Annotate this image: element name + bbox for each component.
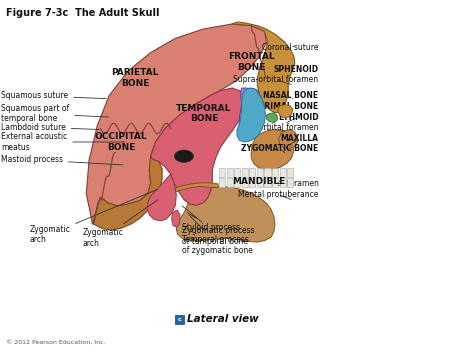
Polygon shape <box>231 22 295 113</box>
Text: Squamous suture: Squamous suture <box>1 91 106 100</box>
Text: PARIETAL
BONE: PARIETAL BONE <box>111 69 159 88</box>
Text: OCCIPITAL
BONE: OCCIPITAL BONE <box>94 132 147 152</box>
Polygon shape <box>278 105 293 118</box>
Text: c: c <box>178 317 182 322</box>
Polygon shape <box>219 168 225 177</box>
Text: Lambdoid suture: Lambdoid suture <box>1 122 99 132</box>
Polygon shape <box>272 178 278 187</box>
Text: NASAL BONE: NASAL BONE <box>264 91 319 100</box>
Polygon shape <box>219 178 225 187</box>
FancyBboxPatch shape <box>175 315 184 323</box>
Polygon shape <box>172 210 180 227</box>
Text: Coronal suture: Coronal suture <box>262 43 319 53</box>
Polygon shape <box>227 168 233 177</box>
Text: Mastoid process: Mastoid process <box>1 155 123 165</box>
Polygon shape <box>227 178 233 187</box>
Text: Figure 7-3c  The Adult Skull: Figure 7-3c The Adult Skull <box>6 8 159 18</box>
Polygon shape <box>272 168 278 177</box>
Text: Temporal process
of zygomatic bone: Temporal process of zygomatic bone <box>182 215 254 255</box>
Text: Lateral view: Lateral view <box>187 315 259 324</box>
Polygon shape <box>287 178 293 187</box>
Text: Mental foramen: Mental foramen <box>258 179 319 189</box>
Polygon shape <box>264 178 271 187</box>
Text: TEMPORAL
BONE: TEMPORAL BONE <box>176 104 231 123</box>
Polygon shape <box>257 168 263 177</box>
Polygon shape <box>92 156 162 230</box>
Polygon shape <box>266 113 277 122</box>
Text: Zygomatic
arch: Zygomatic arch <box>29 189 158 244</box>
Text: Squamous part of
temporal bone: Squamous part of temporal bone <box>1 104 109 123</box>
Text: Mental protuberance: Mental protuberance <box>238 190 319 200</box>
Text: © 2012 Pearson Education, Inc.: © 2012 Pearson Education, Inc. <box>6 340 105 345</box>
Polygon shape <box>280 178 286 187</box>
Polygon shape <box>242 168 248 177</box>
Polygon shape <box>264 168 271 177</box>
Polygon shape <box>251 130 294 170</box>
Polygon shape <box>249 168 255 177</box>
Text: Supra-orbital foramen: Supra-orbital foramen <box>233 75 319 84</box>
Polygon shape <box>234 168 240 177</box>
Polygon shape <box>287 168 293 177</box>
Polygon shape <box>257 178 263 187</box>
Polygon shape <box>280 168 286 177</box>
Text: SPHENOID: SPHENOID <box>273 65 319 80</box>
Polygon shape <box>151 88 246 205</box>
Text: FRONTAL
BONE: FRONTAL BONE <box>228 53 274 72</box>
Polygon shape <box>242 178 248 187</box>
Text: Infra-orbital foramen: Infra-orbital foramen <box>238 123 319 132</box>
Polygon shape <box>234 178 240 187</box>
Polygon shape <box>237 88 265 142</box>
Text: Styloid process: Styloid process <box>182 213 241 232</box>
Text: MANDIBLE: MANDIBLE <box>232 176 285 186</box>
Text: LACRIMAL BONE: LACRIMAL BONE <box>248 102 319 111</box>
Text: MAXILLA: MAXILLA <box>281 134 319 144</box>
Polygon shape <box>249 178 255 187</box>
Text: ZYGOMATIC BONE: ZYGOMATIC BONE <box>241 144 319 153</box>
Ellipse shape <box>174 150 193 162</box>
Polygon shape <box>239 88 261 132</box>
Polygon shape <box>86 24 266 224</box>
Text: Zygomatic
arch: Zygomatic arch <box>83 200 158 247</box>
Text: External acoustic
meatus: External acoustic meatus <box>1 132 125 152</box>
Text: Zygomatic process
of temporal bone: Zygomatic process of temporal bone <box>182 206 255 246</box>
Polygon shape <box>279 130 298 148</box>
Polygon shape <box>161 183 218 197</box>
Polygon shape <box>176 186 275 242</box>
Text: ETHMOID: ETHMOID <box>278 113 319 122</box>
Polygon shape <box>147 174 176 221</box>
